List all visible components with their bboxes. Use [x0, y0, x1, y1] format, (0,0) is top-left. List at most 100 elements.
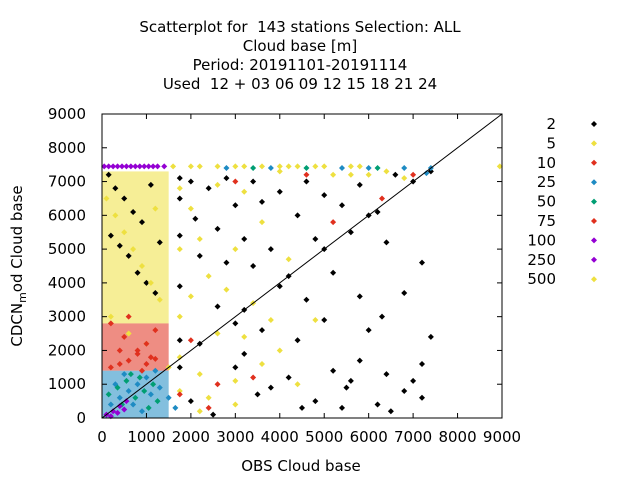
point-series-10-5: [139, 367, 145, 374]
y-axis-ticks: 0 1000 2000 3000 4000 5000 6000 7000 8000 9000: [48, 105, 502, 427]
point-series-2-33: [259, 198, 265, 205]
point-series-2-51: [339, 404, 345, 411]
point-series-2-34: [259, 327, 265, 334]
point-series-10-4: [116, 360, 123, 367]
point-series-5-0: [103, 195, 110, 202]
point-series-2-54: [356, 181, 363, 188]
point-series-25-9: [121, 371, 128, 378]
legend-label-100: 100: [527, 231, 556, 249]
point-series-250-12: [141, 163, 148, 170]
point-series-250-9: [114, 163, 121, 170]
legend-marker-2: [591, 121, 597, 127]
legend-label-50: 50: [537, 193, 556, 211]
point-series-50-4: [141, 387, 148, 394]
point-series-10-3: [147, 354, 154, 361]
point-series-2-84: [419, 360, 425, 367]
y-axis-label: CDCNmod Cloud base: [8, 185, 29, 346]
y-axis-label-main: CDCN: [8, 303, 26, 347]
point-series-2-52: [347, 229, 354, 236]
point-series-500-12: [347, 163, 354, 170]
point-series-25-12: [165, 394, 172, 401]
x-tick-label: 0: [97, 428, 107, 446]
point-series-500-5: [241, 163, 248, 170]
point-series-2-29: [241, 235, 248, 242]
point-series-500-6: [259, 163, 265, 170]
point-series-250-3: [127, 163, 134, 170]
point-series-100-5: [114, 409, 121, 416]
point-series-5-8: [125, 330, 132, 337]
y-tick-label: 2000: [48, 341, 86, 359]
point-series-25-13: [172, 404, 179, 411]
point-series-50-9: [127, 371, 134, 378]
point-series-250-13: [150, 163, 157, 170]
point-series-2-16: [176, 283, 183, 290]
legend-label-5: 5: [546, 134, 556, 152]
point-series-2-37: [276, 188, 283, 195]
point-series-2-35: [267, 246, 274, 253]
chart-title-line-4: Used 12 + 03 06 09 12 15 18 21 24: [162, 75, 438, 93]
x-tick-label: 7000: [394, 428, 432, 446]
point-series-2-22: [205, 185, 212, 192]
point-series-5-4: [139, 263, 145, 269]
point-series-2-38: [276, 283, 283, 290]
point-series-5-7: [107, 313, 114, 320]
point-series-2-4: [139, 219, 145, 226]
point-series-5-36: [294, 381, 301, 388]
point-series-5-14: [176, 354, 183, 361]
point-series-2-26: [223, 259, 230, 266]
point-series-100-3: [123, 398, 130, 405]
point-series-2-45: [312, 398, 319, 405]
point-series-5-22: [214, 181, 221, 188]
point-series-5-28: [241, 333, 248, 340]
point-series-2-48: [330, 269, 337, 276]
chart-title-line-1: Scatterplot for 143 stations Selection: …: [139, 18, 461, 36]
point-series-2-66: [419, 394, 425, 401]
y-tick-label: 3000: [48, 308, 86, 326]
legend-marker-10: [591, 159, 597, 166]
point-series-5-40: [365, 171, 372, 178]
point-series-75-5: [152, 355, 159, 362]
point-series-10-18: [205, 404, 212, 411]
plot-frame: [101, 113, 503, 419]
point-series-250-6: [154, 163, 161, 170]
point-series-2-83: [379, 313, 385, 320]
point-series-250-1: [110, 163, 117, 170]
point-series-2-23: [214, 225, 221, 232]
point-series-500-3: [214, 163, 221, 170]
point-series-5-37: [312, 317, 319, 324]
legend-marker-250: [591, 256, 597, 263]
point-series-50-2: [123, 377, 130, 384]
x-tick-label: 8000: [438, 428, 476, 446]
point-series-500-10: [312, 163, 319, 170]
y-tick-label: 1000: [48, 375, 86, 393]
point-series-500-4: [232, 163, 239, 170]
point-series-250-0: [101, 163, 108, 170]
point-series-2-8: [116, 242, 123, 249]
point-series-500-1: [187, 163, 194, 170]
point-series-5-25: [232, 246, 239, 253]
point-series-2-14: [176, 195, 183, 202]
x-tick-label: 5000: [305, 428, 343, 446]
legend-label-25: 25: [537, 173, 556, 191]
point-series-2-43: [303, 296, 310, 303]
point-series-5-19: [196, 371, 203, 378]
point-series-5-1: [112, 212, 119, 219]
chart-title-line-2: Cloud base [m]: [242, 37, 358, 55]
point-series-5-43: [496, 163, 503, 170]
point-series-75-4: [134, 350, 141, 357]
point-series-5-23: [214, 330, 221, 337]
point-series-10-6: [152, 327, 159, 334]
point-series-2-47: [321, 317, 328, 324]
point-series-2-2: [121, 195, 128, 202]
point-series-5-12: [176, 246, 183, 253]
y-tick-label: 9000: [48, 105, 86, 123]
point-series-2-59: [383, 239, 390, 246]
point-series-25-5: [152, 367, 159, 374]
point-series-75-1: [125, 357, 132, 364]
point-series-2-49: [330, 367, 337, 374]
point-series-2-79: [387, 408, 394, 415]
point-series-75-0: [107, 364, 114, 371]
y-tick-label: 0: [76, 409, 86, 427]
point-series-2-77: [299, 404, 305, 411]
